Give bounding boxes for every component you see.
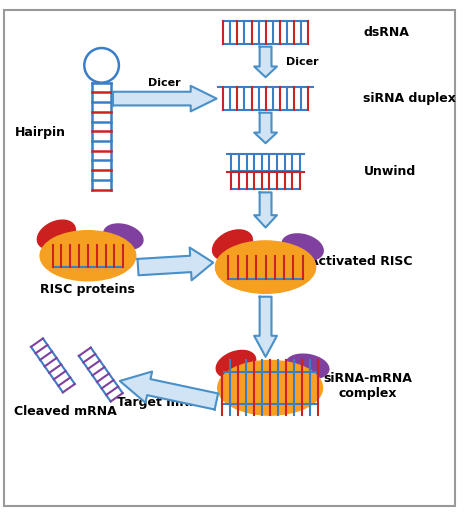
Polygon shape [254,112,277,143]
Ellipse shape [218,361,322,415]
Text: RISC proteins: RISC proteins [40,283,136,296]
Text: Dicer: Dicer [286,57,319,67]
Text: Dicer: Dicer [148,78,181,88]
Polygon shape [254,46,277,77]
Text: Hairpin: Hairpin [15,126,65,139]
Ellipse shape [282,234,323,261]
Text: Activated RISC: Activated RISC [310,255,413,268]
Polygon shape [254,192,277,228]
Ellipse shape [212,230,253,261]
Text: siRNA-mRNA
complex: siRNA-mRNA complex [324,372,412,399]
Ellipse shape [104,224,143,249]
Text: Unwind: Unwind [364,165,416,178]
Text: dsRNA: dsRNA [364,26,410,39]
Polygon shape [137,248,213,280]
FancyBboxPatch shape [4,10,455,506]
Ellipse shape [40,231,136,281]
Text: siRNA duplex: siRNA duplex [364,92,456,105]
Text: Target mRNA: Target mRNA [117,396,209,409]
Polygon shape [254,297,277,357]
Ellipse shape [216,350,255,378]
Ellipse shape [37,220,75,249]
Ellipse shape [216,241,316,293]
Ellipse shape [286,354,329,379]
Text: Cleaved mRNA: Cleaved mRNA [14,405,117,418]
Polygon shape [113,86,217,111]
Polygon shape [120,372,218,410]
